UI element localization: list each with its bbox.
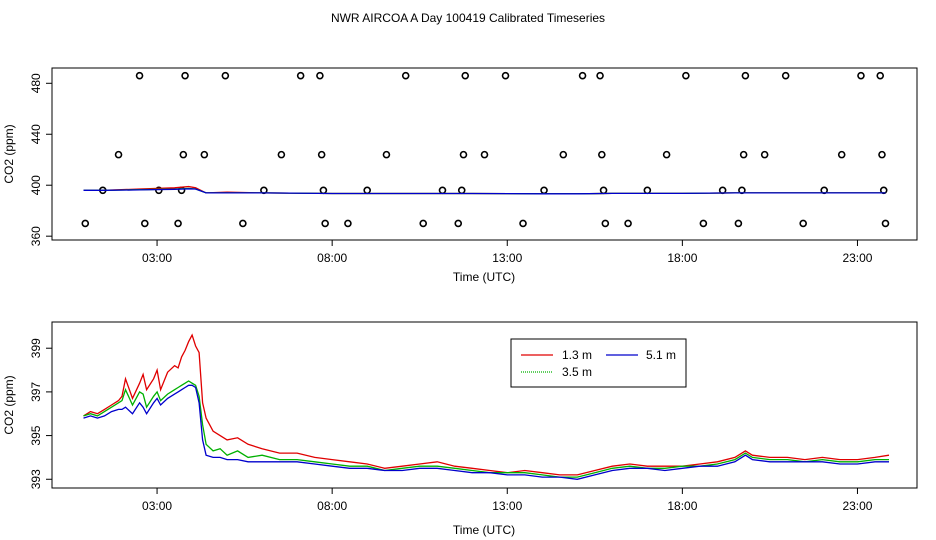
y-tick-label: 397	[29, 382, 43, 402]
x-tick-label: 18:00	[667, 499, 697, 513]
reference-point	[857, 71, 865, 80]
reference-point	[559, 150, 568, 159]
panel-top-axes: 03:00 08:00 13:00 18:00 23:00 360 400 440 480	[29, 73, 873, 265]
series-line-bottom-0	[83, 333, 890, 476]
reference-point	[179, 150, 188, 159]
reference-point	[181, 71, 189, 80]
y-tick-label: 395	[29, 425, 43, 445]
reference-point	[601, 219, 610, 228]
reference-point	[401, 71, 410, 80]
y-tick-label: 440	[29, 124, 43, 144]
reference-point	[699, 219, 708, 228]
y-tick-label: 480	[29, 73, 43, 93]
reference-point	[363, 186, 371, 195]
reference-point	[277, 150, 286, 159]
reference-point	[81, 219, 90, 228]
x-tick-label: 08:00	[317, 251, 347, 265]
reference-point	[419, 219, 428, 228]
reference-point	[316, 71, 324, 80]
reference-point	[501, 71, 510, 80]
y-tick-label: 360	[29, 226, 43, 246]
x-tick-label: 23:00	[842, 499, 872, 513]
legend-label-3-5m: 3.5 m	[562, 365, 592, 379]
panel-bottom-series	[83, 333, 890, 480]
reference-point	[200, 150, 209, 159]
legend-label-5-1m: 5.1 m	[646, 348, 676, 362]
chart-title: NWR AIRCOA A Day 100419 Calibrated Times…	[331, 11, 605, 25]
reference-point	[519, 219, 527, 228]
reference-point	[344, 219, 352, 228]
reference-point	[459, 150, 468, 159]
x-tick-label: 03:00	[142, 251, 172, 265]
reference-point	[174, 219, 182, 228]
reference-point	[155, 186, 163, 195]
reference-point	[599, 186, 608, 195]
x-tick-label: 13:00	[492, 499, 522, 513]
reference-point	[135, 71, 144, 80]
panel-top-xlabel: Time (UTC)	[453, 270, 515, 284]
panel-top-ylabel: CO2 (ppm)	[2, 124, 16, 183]
reference-point	[296, 71, 305, 80]
reference-point	[876, 71, 885, 80]
series-line-bottom-2	[83, 384, 889, 480]
panel-top-frame	[51, 67, 918, 241]
reference-point	[321, 219, 329, 228]
legend-label-1-3m: 1.3 m	[562, 348, 592, 362]
reference-point	[682, 71, 690, 80]
reference-point	[454, 219, 463, 228]
reference-point	[837, 150, 846, 159]
series-line-top-2	[83, 188, 886, 195]
reference-point	[317, 150, 326, 159]
y-tick-label: 399	[29, 338, 43, 358]
legend: 1.3 m 5.1 m 3.5 m	[510, 338, 687, 388]
reference-point	[760, 150, 769, 159]
reference-point	[598, 150, 606, 159]
reference-point	[662, 150, 671, 159]
panel-bottom-axes: 03:00 08:00 13:00 18:00 23:00 393 395 397 399	[29, 338, 873, 513]
reference-point	[221, 71, 230, 80]
panel-bottom-xlabel: Time (UTC)	[453, 523, 515, 537]
reference-point	[239, 219, 247, 228]
y-tick-label: 400	[29, 175, 43, 195]
reference-point	[624, 219, 632, 228]
reference-point	[596, 71, 604, 80]
reference-point	[457, 186, 466, 195]
reference-point	[438, 186, 447, 195]
panel-top-reference-points	[81, 71, 890, 228]
panel-top: 03:00 08:00 13:00 18:00 23:00 360 400 440 480 Ti…	[2, 67, 918, 284]
reference-point	[799, 219, 807, 228]
panel-bottom-frame	[51, 321, 918, 489]
x-tick-label: 03:00	[142, 499, 172, 513]
reference-point	[114, 150, 123, 159]
reference-point	[382, 150, 391, 159]
reference-point	[480, 150, 489, 159]
reference-point	[781, 71, 790, 80]
reference-point	[141, 219, 149, 228]
panel-bottom: 03:00 08:00 13:00 18:00 23:00 393 395 397 399 Ti…	[2, 321, 918, 537]
x-tick-label: 08:00	[317, 499, 347, 513]
reference-point	[734, 219, 743, 228]
x-tick-label: 18:00	[667, 251, 697, 265]
y-tick-label: 393	[29, 469, 43, 489]
reference-point	[319, 186, 328, 195]
x-tick-label: 23:00	[842, 251, 872, 265]
reference-point	[739, 150, 748, 159]
panel-top-series	[83, 185, 886, 195]
reference-point	[881, 219, 890, 228]
reference-point	[461, 71, 470, 80]
legend-box	[510, 338, 687, 388]
reference-point	[540, 186, 548, 195]
reference-point	[878, 150, 886, 159]
x-tick-label: 13:00	[492, 251, 522, 265]
series-line-bottom-1	[83, 380, 889, 478]
reference-point	[643, 186, 652, 195]
reference-point	[578, 71, 587, 80]
reference-point	[741, 71, 750, 80]
panel-bottom-ylabel: CO2 (ppm)	[2, 375, 16, 434]
